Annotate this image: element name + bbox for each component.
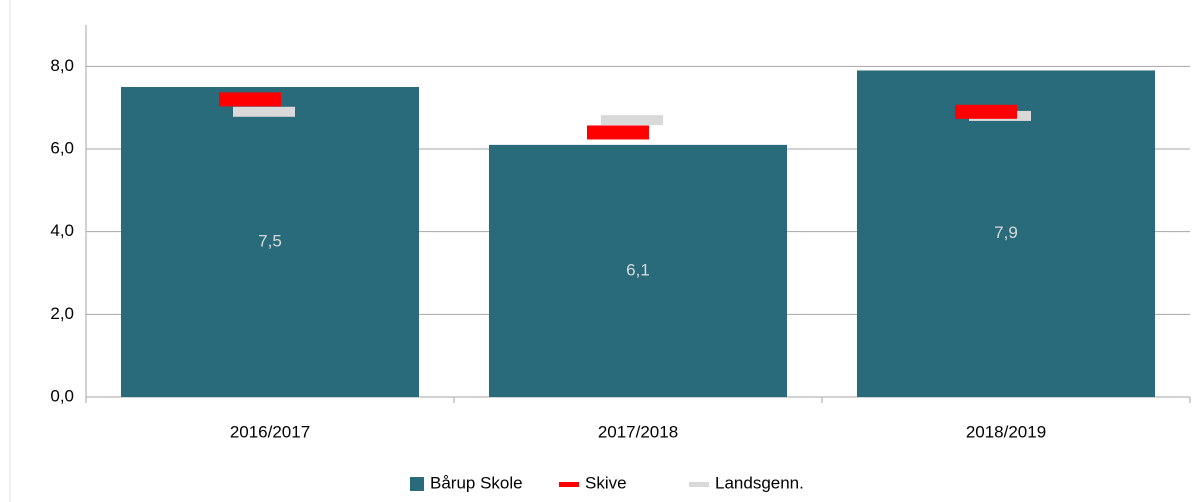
data-label: 6,1 bbox=[626, 260, 650, 279]
legend-swatch bbox=[689, 482, 709, 487]
bar bbox=[121, 87, 419, 397]
y-tick-label: 6,0 bbox=[50, 138, 74, 157]
data-label: 7,9 bbox=[994, 223, 1018, 242]
y-tick-label: 4,0 bbox=[50, 221, 74, 240]
y-tick-label: 0,0 bbox=[50, 386, 74, 405]
bar bbox=[857, 70, 1155, 397]
y-tick-label: 8,0 bbox=[50, 56, 74, 75]
legend-swatch bbox=[410, 477, 424, 491]
x-tick-label: 2017/2018 bbox=[598, 422, 678, 441]
marker bbox=[601, 115, 663, 126]
marker bbox=[233, 106, 295, 117]
marker bbox=[219, 92, 281, 107]
legend-label: Skive bbox=[585, 473, 627, 492]
legend-swatch bbox=[559, 482, 579, 487]
marker bbox=[955, 104, 1017, 119]
bar bbox=[489, 144, 787, 397]
x-tick-label: 2016/2017 bbox=[230, 422, 310, 441]
y-tick-label: 2,0 bbox=[50, 304, 74, 323]
data-label: 7,5 bbox=[258, 231, 282, 250]
x-tick-label: 2018/2019 bbox=[966, 422, 1046, 441]
marker bbox=[587, 125, 649, 140]
legend-label: Landsgenn. bbox=[715, 473, 804, 492]
legend-label: Bårup Skole bbox=[430, 473, 523, 492]
